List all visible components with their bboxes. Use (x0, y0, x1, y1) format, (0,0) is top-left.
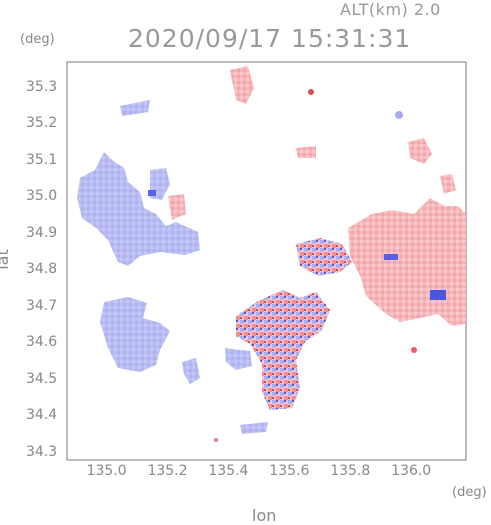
y-tick-label: 35.2 (26, 115, 58, 132)
y-tick-label: 34.5 (26, 370, 58, 387)
echo-west-blue-south-3 (182, 358, 200, 384)
x-tick-label: 136.0 (391, 463, 432, 479)
y-tick-label: 34.9 (26, 224, 58, 241)
x-axis-title: lon (252, 506, 277, 525)
y-tick-label: 34.8 (26, 261, 58, 278)
y-axis-unit: (deg) (20, 32, 55, 47)
echo-east-red-5 (440, 174, 456, 194)
echo-blue-speck (148, 190, 156, 196)
echo-central-mixed-2 (296, 238, 352, 276)
x-tick-label: 135.4 (208, 463, 249, 479)
echo-red-speck (308, 89, 314, 95)
echo-east-red (348, 198, 466, 326)
y-tick-label: 35.0 (26, 188, 58, 205)
echo-east-red-2 (408, 138, 432, 164)
echo-blue-speck (430, 290, 446, 300)
echo-west-blue-north-3 (168, 194, 186, 220)
altitude-label: ALT(km) 2.0 (340, 0, 441, 19)
echo-east-red-3 (230, 66, 254, 104)
echo-west-blue-north (77, 152, 200, 266)
echo-red-speck (411, 347, 417, 353)
echo-central-mixed (236, 290, 330, 410)
x-tick-label: 135.6 (269, 463, 310, 479)
x-axis-unit: (deg) (452, 485, 487, 500)
y-tick-label: 35.1 (26, 151, 58, 168)
x-tick-label: 135.8 (330, 463, 371, 479)
x-tick-label: 135.2 (147, 463, 188, 479)
y-tick-label: 34.6 (26, 334, 58, 351)
y-tick-label: 34.7 (26, 297, 58, 314)
echo-east-red-4 (296, 146, 316, 158)
echo-west-blue-south (100, 297, 170, 372)
y-tick-label: 35.3 (26, 78, 58, 95)
echo-blue-speck (384, 254, 398, 260)
y-tick-label: 34.4 (26, 407, 58, 424)
echo-blue-speck (395, 111, 403, 119)
echo-fringe (240, 422, 268, 434)
timestamp-title: 2020/09/17 15:31:31 (128, 24, 412, 53)
x-tick-label: 135.0 (86, 463, 127, 479)
echo-fringe (120, 100, 150, 116)
echo-red-speck (214, 438, 218, 442)
y-tick-label: 34.3 (26, 443, 58, 460)
echo-west-blue-south-2 (225, 348, 252, 370)
